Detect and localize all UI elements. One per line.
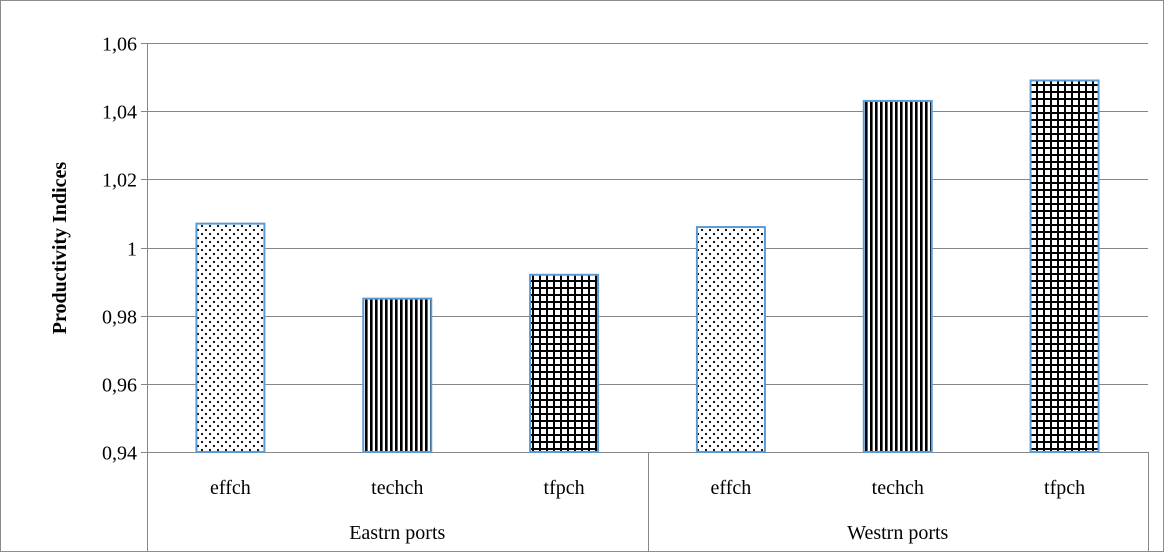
gridlines: [141, 43, 1148, 453]
axes: 0,94 0,96 0,98 1 1,02 1,04 1,06 effch techch tfpc…: [102, 34, 1149, 552]
y-tick-label: 1: [127, 239, 137, 261]
group-label: Westrn ports: [847, 522, 948, 544]
x-tick-label: effch: [210, 477, 251, 499]
bars: [195, 79, 1100, 453]
y-tick-label: 1,02: [102, 170, 137, 192]
x-tick-label: techch: [371, 477, 423, 499]
bar-tfpch: [529, 273, 600, 453]
x-tick-label: tfpch: [544, 477, 585, 499]
x-tick-label: effch: [711, 477, 752, 499]
y-tick-label: 0,96: [102, 375, 137, 397]
y-axis-label: Productivity Indices: [49, 162, 71, 335]
y-tick-label: 1,04: [102, 102, 137, 124]
x-tick-label: tfpch: [1044, 477, 1085, 499]
y-tick-label: 0,98: [102, 307, 137, 329]
bar-effch: [695, 226, 766, 453]
group-label: Eastrn ports: [349, 522, 445, 544]
bar-effch: [195, 222, 266, 453]
bar-techch: [362, 297, 433, 453]
y-tick-label: 1,06: [102, 34, 137, 56]
bar-techch: [862, 99, 933, 453]
y-tick-label: 0,94: [102, 443, 137, 465]
bar-tfpch: [1029, 79, 1100, 453]
x-tick-label: techch: [872, 477, 924, 499]
